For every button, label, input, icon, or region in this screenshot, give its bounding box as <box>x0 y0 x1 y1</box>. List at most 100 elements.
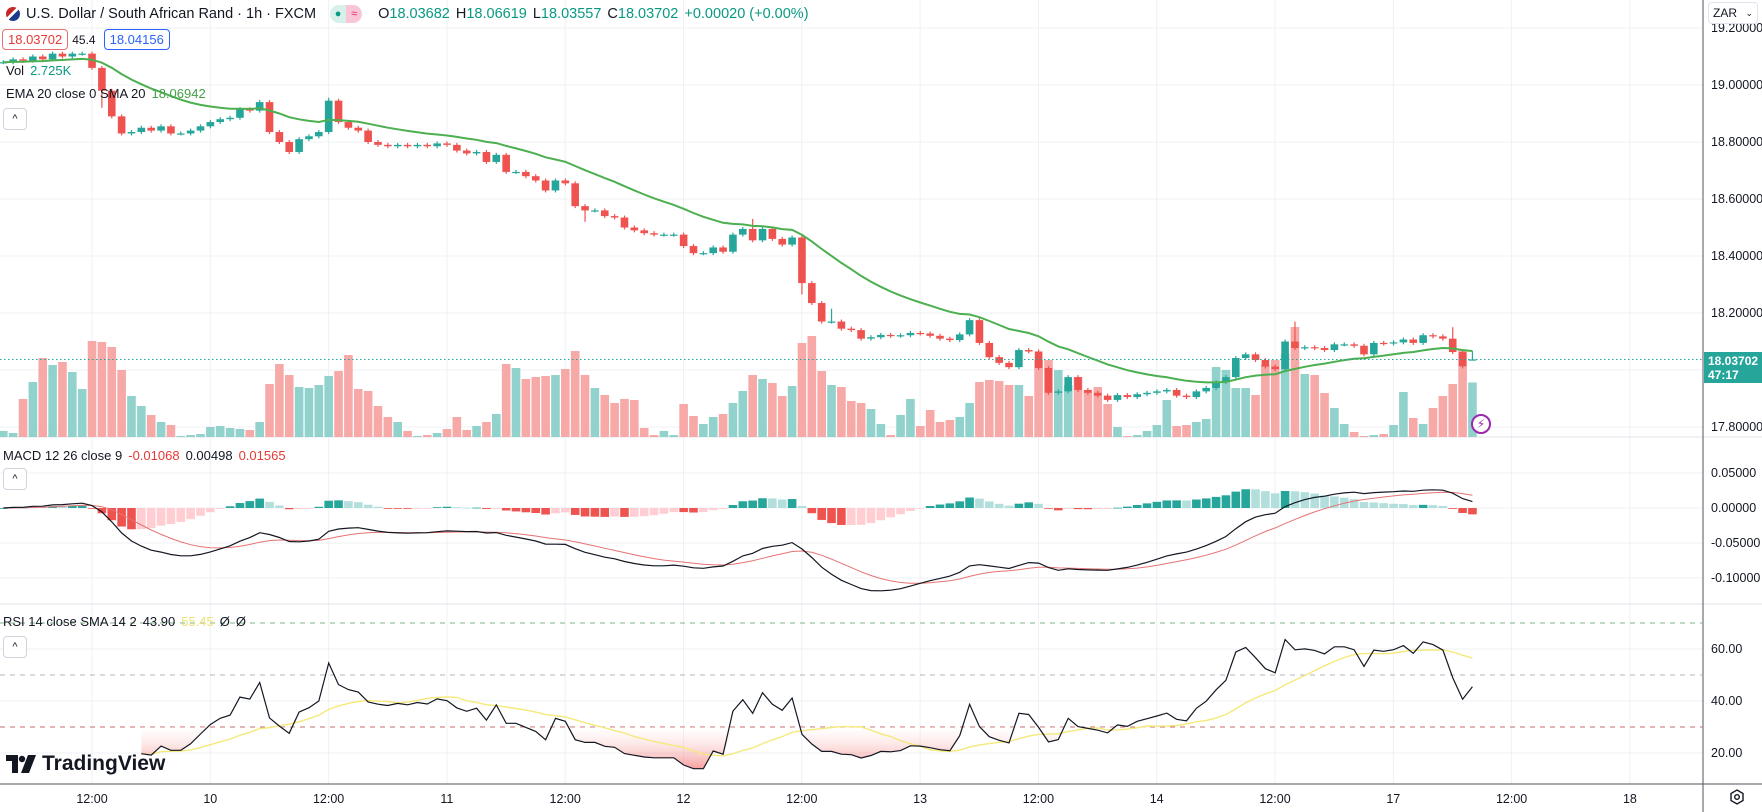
candle <box>1419 333 1427 345</box>
candle <box>512 169 520 174</box>
candle-body <box>1310 347 1319 349</box>
sell-button[interactable]: 18.03702 <box>2 29 69 50</box>
volume-bar <box>1458 350 1467 437</box>
price-axis-label: 18.60000 <box>1711 192 1762 206</box>
volume-bar <box>1103 404 1112 437</box>
macd-histogram-bar <box>689 508 698 513</box>
candle-body <box>798 237 806 284</box>
candle-body <box>265 102 274 133</box>
macd-histogram-bar <box>1132 504 1142 508</box>
candle <box>778 236 787 247</box>
candle <box>709 245 718 256</box>
volume-bar <box>393 422 402 437</box>
tradingview-logo[interactable]: TradingView <box>6 752 165 776</box>
candle-body <box>433 143 441 147</box>
settings-gear-icon[interactable] <box>1728 788 1746 806</box>
volume-bar <box>265 384 274 437</box>
volume-bar <box>1221 370 1231 437</box>
candle <box>226 115 234 122</box>
candle-body <box>995 357 1003 363</box>
macd-histogram-bar <box>580 508 590 517</box>
volume-bar <box>314 385 324 437</box>
candle-body <box>413 144 422 147</box>
ema-legend[interactable]: EMA 20 close 0 SMA 20 18.06942 <box>6 86 206 101</box>
candle <box>98 65 106 108</box>
macd-histogram-bar <box>708 508 718 511</box>
volume-bar <box>48 365 57 437</box>
volume-bar <box>551 375 560 437</box>
rsi-legend[interactable]: RSI 14 close SMA 14 2 43.90 55.45 Ø Ø <box>3 614 246 629</box>
candle <box>1005 360 1013 370</box>
candle-body <box>364 130 372 142</box>
market-status-toggle[interactable]: ● ≈ <box>330 5 363 23</box>
macd-histogram-bar <box>511 508 521 512</box>
candle-body <box>1113 395 1122 400</box>
volume-bar <box>1280 354 1290 437</box>
volume-bar <box>511 368 521 437</box>
buy-button[interactable]: 18.04156 <box>103 29 170 50</box>
candle <box>157 124 165 133</box>
macd-histogram-bar <box>403 508 412 509</box>
logo-text: TradingView <box>42 752 166 775</box>
symbol-title[interactable]: U.S. Dollar / South African Rand · 1h · … <box>26 6 317 22</box>
candle-body <box>1162 389 1171 392</box>
macd-legend[interactable]: MACD 12 26 close 9 -0.01068 0.00498 0.01… <box>3 448 286 463</box>
candle <box>571 181 579 209</box>
collapse-macd-legend-button[interactable]: ^ <box>3 468 27 490</box>
candle-body <box>344 122 353 128</box>
macd-histogram-bar <box>1438 505 1448 508</box>
time-axis-label: 18 <box>1623 792 1637 806</box>
rsi-axis-label: 20.00 <box>1711 746 1742 760</box>
macd-histogram-bar <box>975 498 984 508</box>
candle-body <box>1133 394 1141 398</box>
volume-bar <box>896 415 905 437</box>
candle <box>975 318 984 345</box>
volume-bar <box>768 383 777 437</box>
volume-bar <box>797 343 807 437</box>
bar-countdown: 47:17 <box>1708 368 1739 382</box>
collapse-rsi-legend-button[interactable]: ^ <box>3 636 27 658</box>
candle-body <box>1182 395 1191 398</box>
candle-body <box>167 126 175 134</box>
chevron-up-icon: ^ <box>12 641 18 653</box>
candle-body <box>847 328 856 331</box>
volume-bar <box>245 430 255 437</box>
candle-body <box>857 330 865 339</box>
candle-body <box>246 109 254 111</box>
candle <box>1153 389 1161 395</box>
macd-histogram-value: -0.01068 <box>128 448 180 463</box>
candle-body <box>936 335 944 339</box>
volume-bar <box>442 429 452 437</box>
candle <box>926 331 934 338</box>
volume-bar <box>965 403 974 437</box>
volume-bar <box>758 379 767 437</box>
candle <box>413 142 422 149</box>
volume-bar <box>541 376 550 437</box>
candle <box>393 142 402 149</box>
candle-body <box>709 247 718 254</box>
candle-body <box>236 109 244 118</box>
rsi-oversold-fill <box>141 727 1473 769</box>
volume-bar <box>1241 388 1250 437</box>
volume-bar <box>1418 424 1428 437</box>
macd-histogram-bar <box>383 508 393 509</box>
macd-histogram-bar <box>275 505 284 508</box>
candle <box>364 128 372 144</box>
candle-body <box>1281 341 1289 370</box>
lightning-icon[interactable]: ⚡ <box>1471 414 1491 434</box>
candle <box>1468 351 1477 361</box>
candle-body <box>58 53 67 57</box>
candle <box>600 208 609 219</box>
candle-body <box>946 338 954 341</box>
candle <box>1370 340 1378 357</box>
macd-histogram-bar <box>206 508 215 513</box>
currency-selector[interactable]: ZAR ⌄ <box>1708 2 1758 24</box>
candle-body <box>768 228 777 239</box>
candle <box>265 100 274 135</box>
collapse-price-legend-button[interactable]: ^ <box>3 108 27 130</box>
macd-axis-label: -0.10000 <box>1711 571 1760 585</box>
candle-body <box>423 144 432 147</box>
candle <box>847 326 856 333</box>
volume-legend[interactable]: Vol 2.725K <box>6 63 71 78</box>
